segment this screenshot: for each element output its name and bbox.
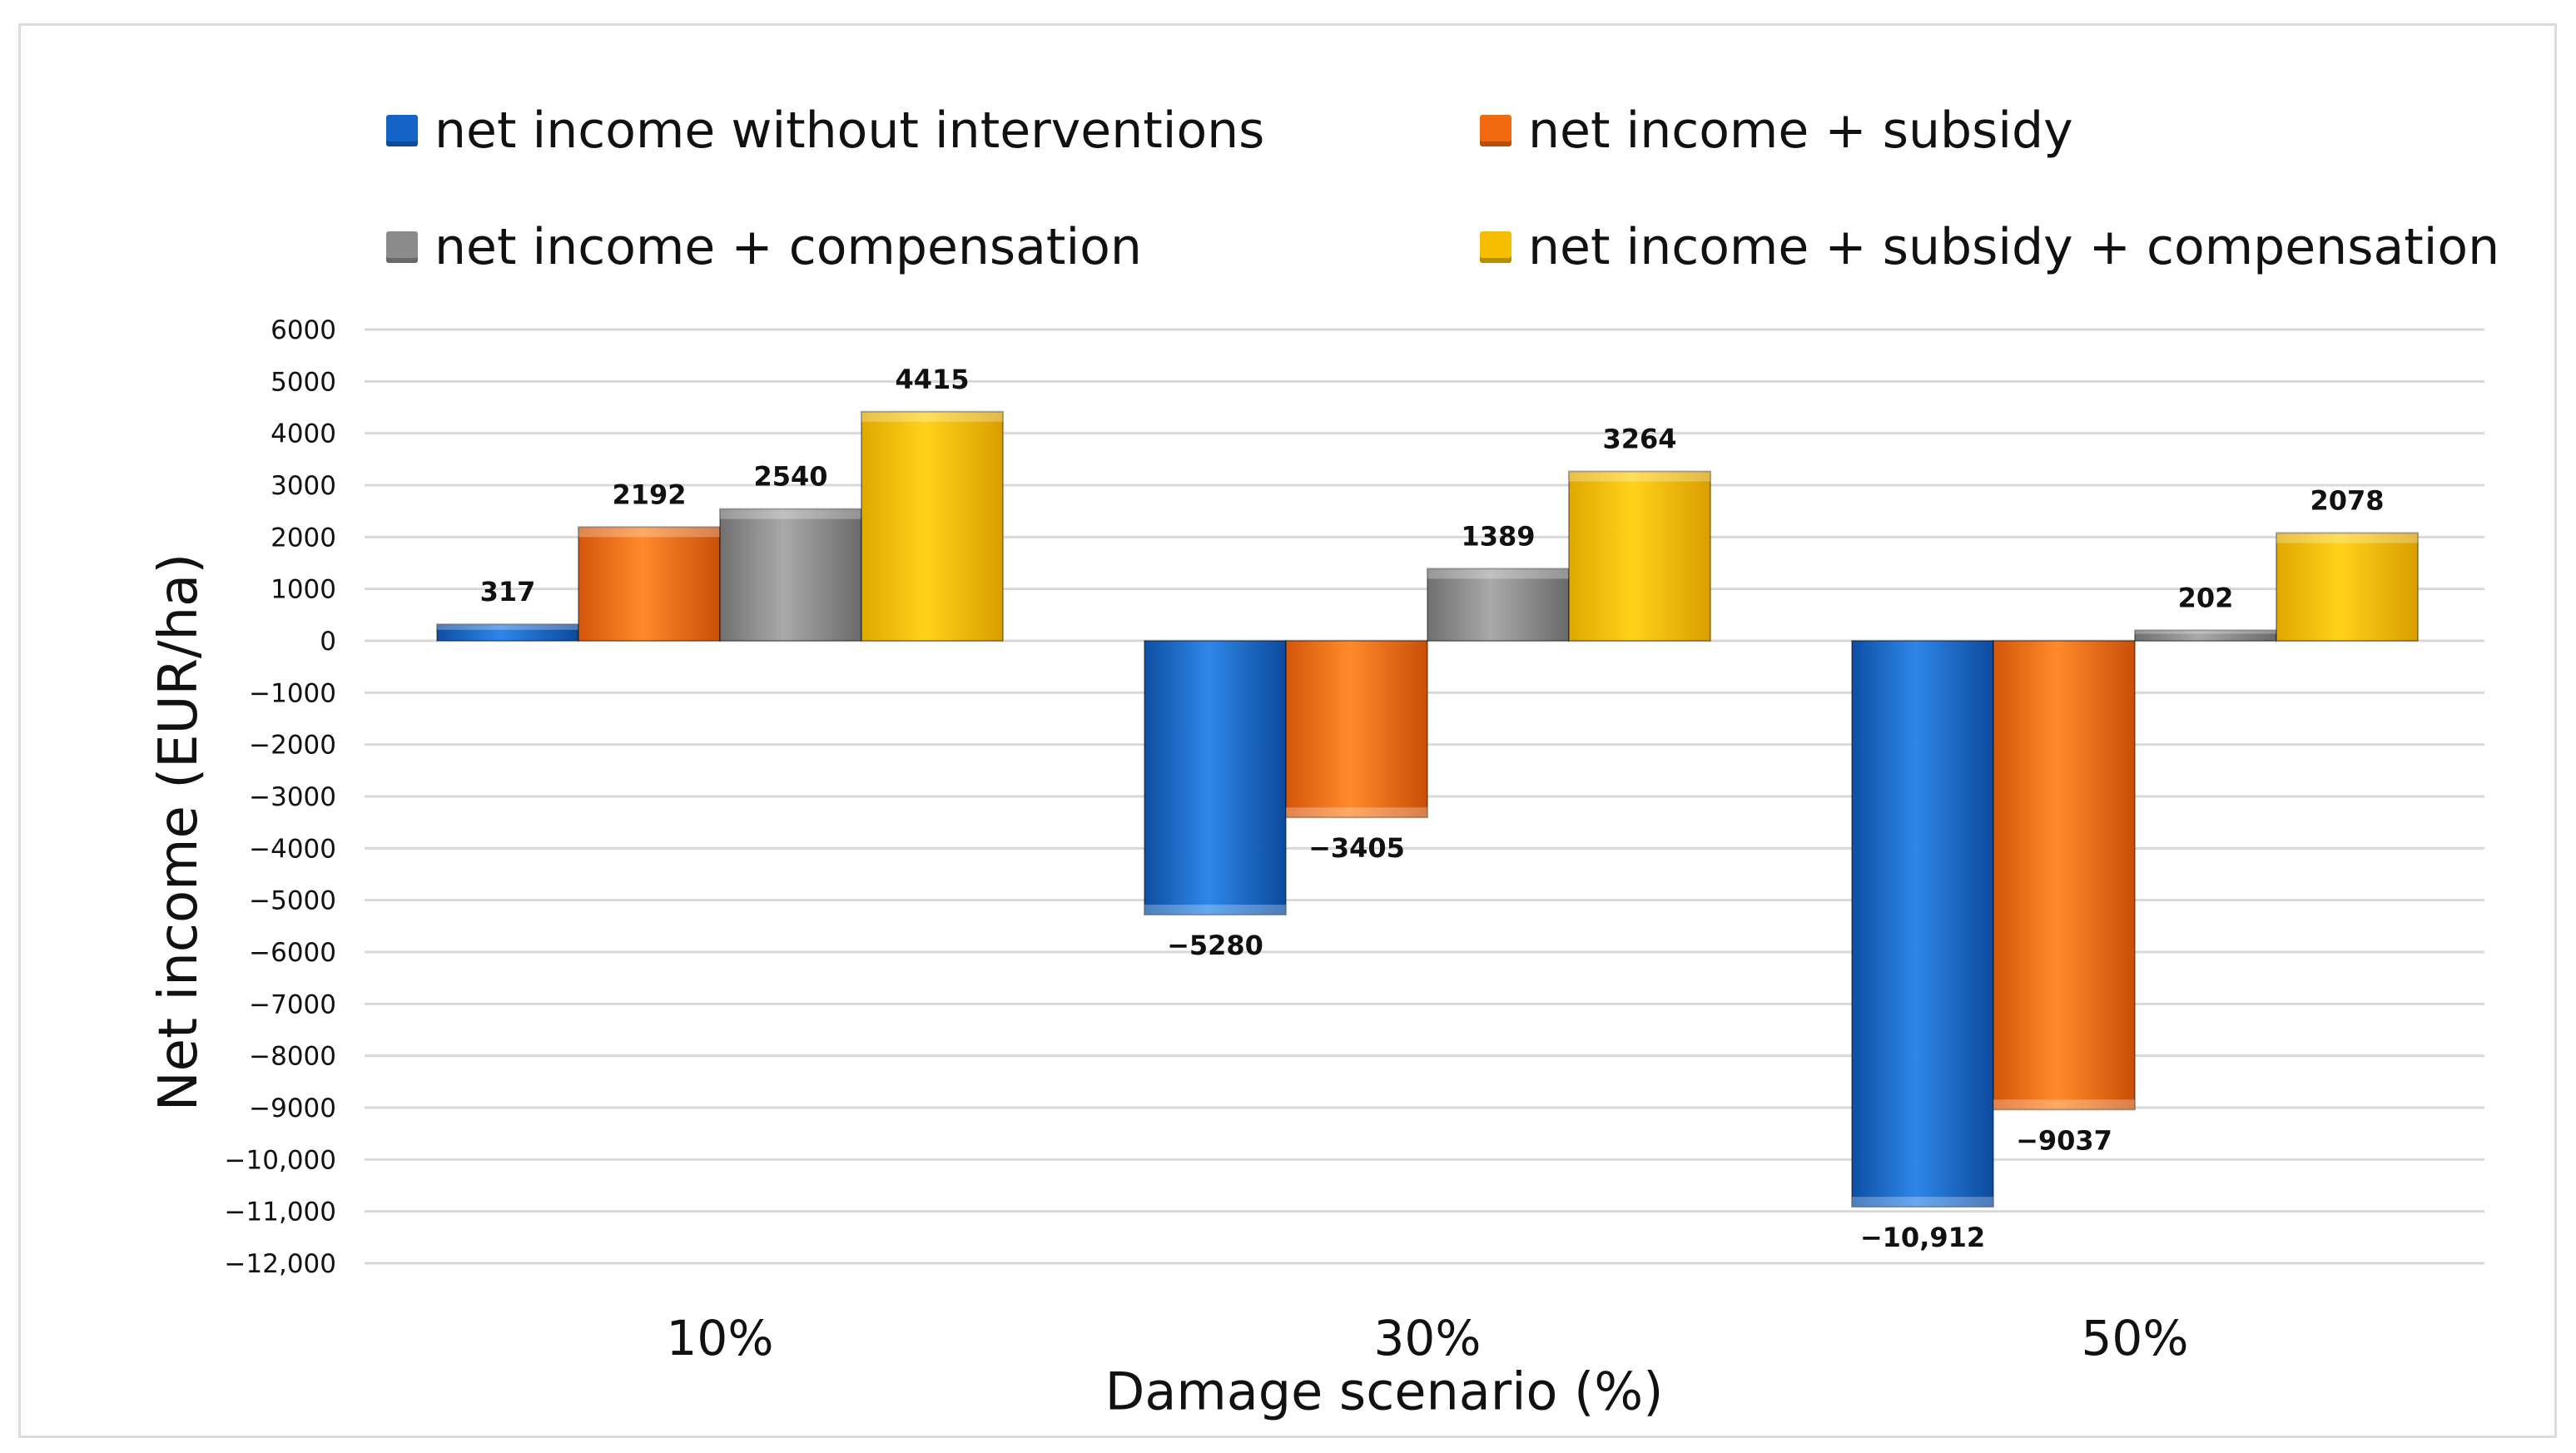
bar-2-3	[2276, 532, 2419, 642]
data-label: −9037	[2016, 1124, 2112, 1156]
bar-body	[1427, 568, 1570, 642]
x-axis-title: Damage scenario (%)	[1104, 1361, 1664, 1422]
bar-body	[2276, 532, 2419, 642]
data-label: 202	[2178, 582, 2234, 613]
bar-body	[1993, 640, 2136, 1111]
bar-2-1	[1993, 640, 2136, 1111]
y-tick-label: −1000	[249, 678, 336, 708]
bar-body	[1851, 640, 1994, 1208]
legend-label: net income + subsidy	[1528, 102, 2073, 160]
x-tick-label: 10%	[667, 1310, 774, 1366]
bar-body	[1285, 640, 1428, 819]
legend-item-compensation: net income + compensation	[386, 218, 1142, 276]
bar-bevel	[720, 508, 861, 519]
x-tick-label: 30%	[1374, 1310, 1482, 1366]
data-label: −5280	[1167, 930, 1263, 961]
bar-1-3	[1568, 470, 1711, 642]
y-tick-label: −8000	[249, 1042, 336, 1072]
y-tick-label: −9000	[249, 1093, 336, 1123]
legend-swatch-yellow	[1480, 231, 1511, 263]
bar-bevel	[1569, 471, 1710, 482]
legend-item-subsidy: net income + subsidy	[1480, 102, 2073, 160]
bar-body	[578, 526, 721, 642]
bar-bevel	[1144, 905, 1286, 915]
legend-swatch-gray	[386, 231, 418, 263]
bar-bevel	[861, 411, 1003, 422]
legend-swatch-orange	[1480, 115, 1511, 146]
data-label: 1389	[1461, 520, 1535, 552]
data-label: 3264	[1602, 424, 1676, 455]
bar-bevel	[1852, 1197, 1993, 1208]
y-tick-label: −3000	[249, 782, 336, 812]
data-label: −3405	[1308, 832, 1405, 864]
bar-bevel	[1993, 1099, 2135, 1110]
y-tick-label: 1000	[271, 575, 336, 605]
bar-0-0	[436, 623, 579, 642]
bar-1-0	[1144, 640, 1287, 916]
y-tick-label: −7000	[249, 989, 336, 1019]
data-label: 4415	[895, 364, 969, 395]
bar-1-1	[1285, 640, 1428, 819]
y-tick-label: 5000	[271, 367, 336, 397]
bar-1-2	[1427, 568, 1570, 642]
bar-0-2	[719, 508, 862, 642]
data-label: 2078	[2310, 484, 2384, 516]
legend-swatch-blue	[386, 115, 418, 146]
bar-body	[719, 508, 862, 642]
bar-2-0	[1851, 640, 1994, 1208]
y-tick-label: 3000	[271, 471, 336, 501]
x-tick-label: 50%	[2082, 1310, 2189, 1366]
legend-label: net income + compensation	[434, 218, 1142, 276]
bar-body	[1568, 470, 1711, 642]
y-axis-title: Net income (EUR/ha)	[148, 553, 210, 1112]
y-tick-label: −6000	[249, 938, 336, 968]
y-tick-label: −12,000	[225, 1249, 336, 1279]
bar-bevel	[578, 527, 720, 538]
data-label: 2192	[612, 479, 686, 510]
bar-0-3	[861, 410, 1004, 642]
bar-body	[1144, 640, 1287, 916]
bar-body	[861, 410, 1004, 642]
bar-bevel	[2135, 630, 2276, 634]
bar-2-2	[2134, 629, 2277, 642]
y-tick-label: −4000	[249, 834, 336, 864]
bar-bevel	[437, 624, 578, 630]
y-tick-label: −10,000	[225, 1145, 336, 1175]
y-tick-label: 2000	[271, 523, 336, 553]
bar-bevel	[1286, 807, 1427, 818]
y-tick-label: −5000	[249, 886, 336, 916]
data-label: 317	[480, 576, 536, 607]
legend-item-without-interventions: net income without interventions	[386, 102, 1264, 160]
legend-label: net income without interventions	[434, 102, 1265, 160]
y-tick-label: 6000	[271, 315, 336, 345]
y-tick-label: 0	[320, 627, 336, 657]
data-label: −10,912	[1860, 1222, 1985, 1253]
bar-bevel	[1427, 568, 1569, 579]
legend-label: net income + subsidy + compensation	[1528, 218, 2500, 276]
y-tick-label: −11,000	[225, 1198, 336, 1227]
bar-0-1	[578, 526, 721, 642]
bar-bevel	[2276, 533, 2418, 543]
y-tick-label: −2000	[249, 731, 336, 761]
data-label: 2540	[753, 461, 827, 493]
y-tick-label: 4000	[271, 419, 336, 449]
legend-item-subsidy-compensation: net income + subsidy + compensation	[1480, 218, 2499, 276]
